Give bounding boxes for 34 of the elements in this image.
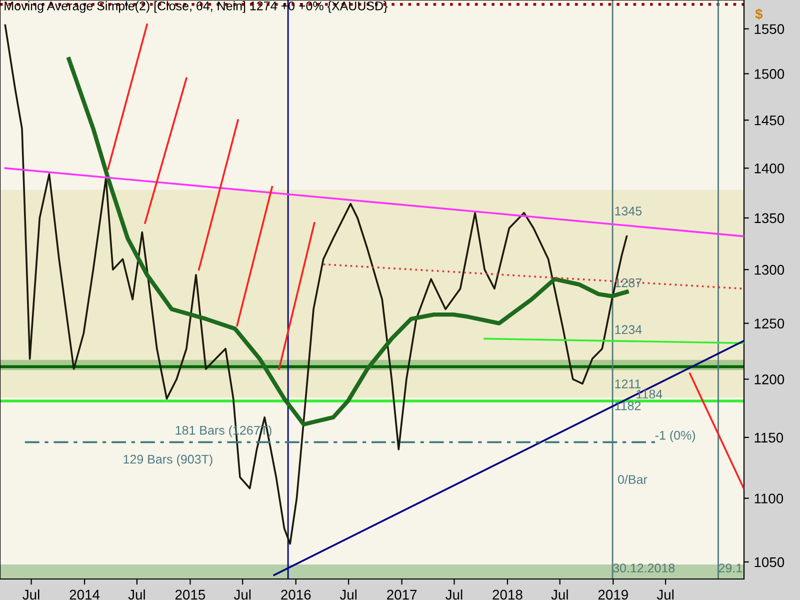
x-tick-label: Jul	[340, 589, 356, 600]
y-tick-label: 1150	[754, 432, 784, 443]
y-tick-label: 1200	[754, 374, 784, 384]
ref-line-label: 30.12.2018	[613, 564, 675, 572]
y-tick-label: 1500	[754, 69, 784, 79]
annotation: 1184	[636, 390, 662, 399]
y-tick-label: 1550	[754, 24, 784, 34]
x-tick-label: Jul	[551, 589, 568, 600]
x-tick-label: 2017	[387, 590, 417, 600]
x-tick-label: 2019	[598, 590, 628, 600]
y-tick-label: 1050	[754, 557, 784, 568]
annotation: 1211	[615, 379, 641, 388]
annotation: 1234	[615, 325, 642, 334]
x-tick-label: 2015	[175, 590, 206, 600]
y-tick-label: 1400	[754, 163, 784, 174]
y-tick-label: 1250	[754, 318, 784, 328]
annotation: 0/Bar	[618, 474, 648, 484]
annotation: 1345	[615, 206, 642, 216]
y-tick-label: 1350	[754, 213, 784, 224]
x-tick-label: Jul	[446, 589, 462, 600]
annotation: 129 Bars (903T)	[124, 454, 212, 466]
x-tick-label: Jul	[656, 589, 674, 600]
x-tick-label: Jul	[128, 589, 145, 600]
y-axis-title: $	[755, 8, 763, 20]
x-tick-label: 2016	[281, 590, 311, 600]
y-tick-label: 1450	[754, 115, 784, 126]
y-tick-label: 1100	[754, 494, 784, 504]
annotation: -1 (0%)	[655, 430, 696, 442]
y-tick-label: 1300	[754, 264, 784, 275]
x-tick-label: Jul	[234, 589, 251, 600]
x-tick-label: Jul	[22, 589, 40, 600]
x-tick-label: 2014	[70, 590, 100, 600]
annotation: 1182	[615, 401, 641, 410]
x-tick-label: 2018	[492, 590, 522, 600]
